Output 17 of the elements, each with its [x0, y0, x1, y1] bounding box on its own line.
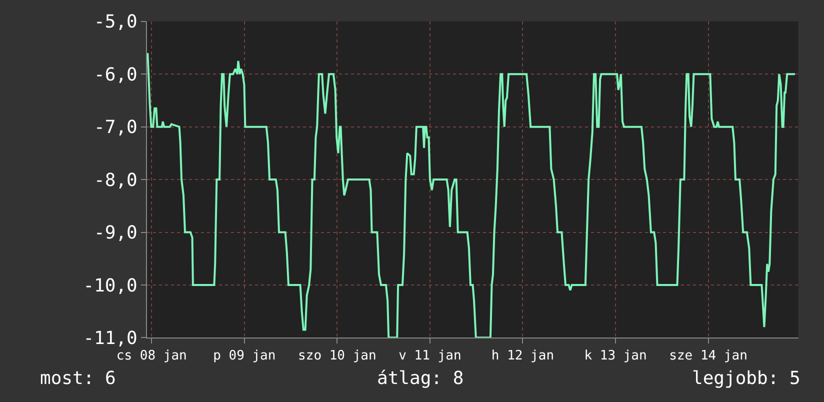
y-tick-label: -11,0 — [83, 328, 138, 349]
y-tick-label: -9,0 — [94, 222, 138, 244]
x-tick-label: sze 14 jan — [669, 348, 748, 364]
y-tick-label: -8,0 — [94, 170, 138, 191]
x-tick-label: v 11 jan — [398, 348, 462, 364]
text: legjobb: 5 — [692, 368, 800, 389]
x-tick-label: cs 08 jan — [116, 348, 187, 364]
y-tick-label: -10,0 — [83, 275, 138, 296]
x-tick-label: szo 10 jan — [298, 348, 376, 364]
x-tick-label: k 13 jan — [584, 348, 647, 364]
y-tick-label: -7,0 — [94, 117, 138, 138]
text: most: 6 — [40, 368, 116, 389]
x-tick-label: h 12 jan — [491, 348, 554, 364]
x-tick-label: p 09 jan — [213, 348, 276, 364]
y-tick-label: -6,0 — [94, 64, 138, 86]
text: átlag: 8 — [377, 368, 464, 389]
y-tick-label: -5,0 — [94, 12, 138, 33]
